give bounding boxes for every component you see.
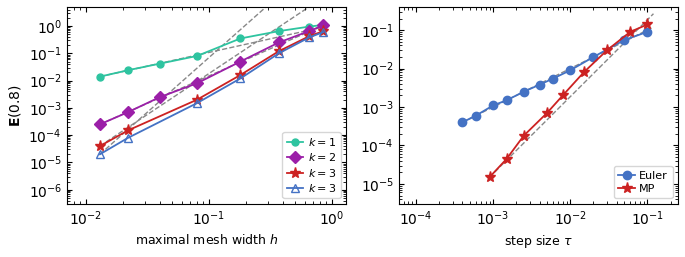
MP: [626, 30, 634, 33]
X-axis label: step size $\tau$: step size $\tau$: [504, 233, 573, 250]
Euler: [472, 114, 480, 117]
Y-axis label: $\mathbf{E}(0.8)$: $\mathbf{E}(0.8)$: [7, 84, 23, 127]
Line: MP: MP: [484, 19, 653, 183]
MP: [486, 176, 494, 179]
Euler: [589, 56, 597, 59]
$k = 2$: [236, 60, 245, 63]
MP: [580, 71, 588, 74]
Euler: [520, 90, 528, 93]
MP: [559, 94, 567, 97]
$k = 3$: [96, 144, 104, 148]
$k = 1$: [305, 25, 313, 28]
$k = 1$: [319, 23, 327, 26]
Line: Euler: Euler: [458, 28, 651, 126]
Euler: [549, 77, 557, 80]
$k = 3$: [193, 102, 201, 105]
$k = 3$: [124, 129, 132, 132]
$k = 3$: [275, 52, 283, 55]
Line: $k = 3$: $k = 3$: [95, 25, 329, 152]
Euler: [503, 99, 511, 102]
MP: [520, 134, 528, 137]
$k = 2$: [156, 96, 164, 99]
$k = 1$: [124, 69, 132, 72]
X-axis label: maximal mesh width $h$: maximal mesh width $h$: [134, 233, 278, 247]
Euler: [458, 121, 466, 124]
$k = 3$: [319, 30, 327, 33]
MP: [603, 49, 611, 52]
Euler: [536, 83, 544, 86]
Euler: [566, 69, 574, 72]
Euler: [643, 30, 651, 33]
Euler: [620, 39, 628, 42]
$k = 1$: [275, 30, 283, 33]
$k = 2$: [96, 123, 104, 126]
$k = 3$: [96, 153, 104, 156]
$k = 1$: [236, 37, 245, 40]
Line: $k = 1$: $k = 1$: [97, 21, 327, 80]
$k = 1$: [156, 62, 164, 65]
Line: $k = 3$: $k = 3$: [96, 28, 327, 158]
$k = 1$: [96, 75, 104, 78]
Euler: [489, 104, 497, 107]
$k = 1$: [193, 54, 201, 58]
$k = 3$: [305, 36, 313, 39]
$k = 2$: [305, 30, 313, 33]
$k = 3$: [305, 35, 313, 38]
$k = 3$: [193, 98, 201, 101]
$k = 2$: [124, 111, 132, 114]
$k = 3$: [124, 136, 132, 139]
$k = 3$: [275, 50, 283, 53]
Line: $k = 2$: $k = 2$: [96, 21, 327, 128]
$k = 3$: [236, 74, 245, 77]
MP: [503, 157, 511, 160]
MP: [543, 112, 551, 115]
Legend: Euler, MP: Euler, MP: [614, 166, 673, 198]
$k = 3$: [236, 77, 245, 80]
$k = 2$: [193, 82, 201, 85]
$k = 2$: [319, 24, 327, 27]
$k = 2$: [275, 41, 283, 44]
Legend: $k = 1$, $k = 2$, $k = 3$, $k = 3$: $k = 1$, $k = 2$, $k = 3$, $k = 3$: [282, 132, 340, 198]
$k = 3$: [319, 31, 327, 34]
MP: [643, 23, 651, 26]
